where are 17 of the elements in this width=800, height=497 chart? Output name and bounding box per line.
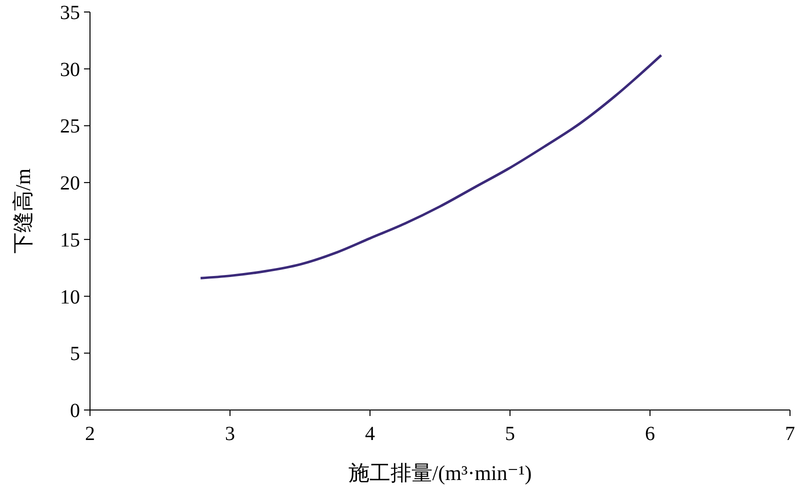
- x-axis-title: 施工排量/(m³·min⁻¹): [348, 461, 532, 485]
- y-tick-label: 0: [70, 400, 80, 422]
- line-series: [199, 54, 662, 280]
- y-tick-label: 25: [60, 116, 80, 138]
- y-tick-label: 30: [60, 58, 80, 81]
- x-tick-label: 6: [645, 423, 655, 445]
- x-tick-label: 3: [225, 423, 235, 445]
- y-tick-label: 20: [60, 172, 80, 195]
- y-tick-label: 5: [70, 343, 80, 366]
- y-tick-label: 15: [60, 229, 80, 252]
- y-tick-label: 10: [60, 286, 80, 308]
- x-tick-label: 4: [365, 423, 375, 445]
- x-tick-label: 7: [785, 423, 795, 445]
- x-tick-label: 5: [505, 423, 515, 445]
- x-tick-label: 2: [85, 423, 95, 445]
- y-tick-label: 35: [60, 2, 80, 24]
- y-axis-title: 下缝高/m: [11, 168, 35, 254]
